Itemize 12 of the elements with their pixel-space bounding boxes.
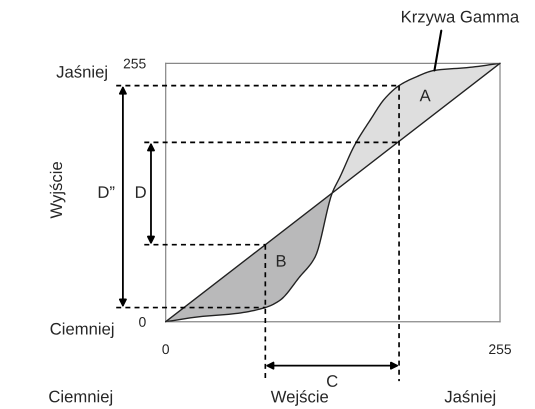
text: D [136,186,146,198]
text: Ciemniej [50,322,114,338]
text: D” [98,186,114,198]
text: C [327,375,338,387]
text: Jaśniej [56,65,107,81]
text: Jaśniej [444,390,496,406]
annotation: B [276,255,286,267]
text: Ciemniej [49,390,112,406]
y-axis-title: Wyjście [50,162,66,218]
x-axis-title: Wejście [270,390,328,406]
annotation: Krzywa Gamma [402,10,520,26]
annotation: A [420,90,431,102]
